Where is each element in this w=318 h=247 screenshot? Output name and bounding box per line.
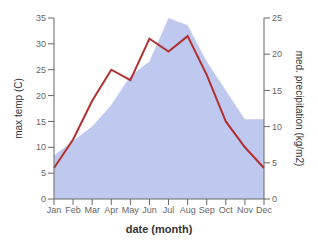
svg-text:Nov: Nov [237,205,254,215]
svg-text:20: 20 [36,91,46,101]
svg-text:Sep: Sep [199,205,215,215]
svg-text:med. precipitation (kg/m2): med. precipitation (kg/m2) [294,51,305,167]
svg-text:Mar: Mar [84,205,100,215]
svg-text:Feb: Feb [65,205,81,215]
svg-text:Aug: Aug [180,205,196,215]
svg-text:date (month): date (month) [126,223,193,235]
svg-text:15: 15 [272,86,282,96]
svg-text:5: 5 [272,158,277,168]
svg-text:10: 10 [272,122,282,132]
svg-text:Oct: Oct [219,205,234,215]
svg-text:May: May [122,205,140,215]
svg-text:20: 20 [272,49,282,59]
svg-text:0: 0 [272,194,277,204]
svg-text:15: 15 [36,117,46,127]
svg-text:Apr: Apr [104,205,118,215]
svg-text:30: 30 [36,39,46,49]
svg-text:Jun: Jun [142,205,157,215]
svg-text:10: 10 [36,142,46,152]
svg-text:5: 5 [41,168,46,178]
svg-text:35: 35 [36,13,46,23]
svg-text:Jan: Jan [47,205,62,215]
svg-text:25: 25 [36,65,46,75]
svg-text:0: 0 [41,194,46,204]
svg-text:Dec: Dec [256,205,273,215]
svg-text:Jul: Jul [163,205,175,215]
svg-text:max temp (C): max temp (C) [13,78,24,139]
svg-text:25: 25 [272,13,282,23]
